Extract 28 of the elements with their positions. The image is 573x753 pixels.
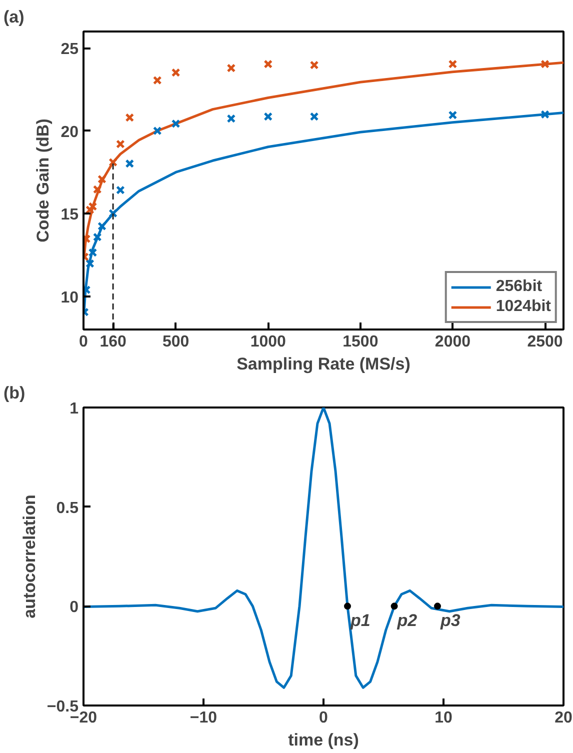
x-tick-label: 2000	[434, 334, 471, 350]
y-axis-title: autocorrelation	[20, 494, 39, 618]
y-tick-label: 10	[60, 289, 79, 306]
x-tick-label: 160	[100, 334, 126, 350]
legend-label: 256bit	[496, 278, 542, 296]
x-axis-title: time (ns)	[288, 730, 359, 750]
x-tick-label: 500	[162, 334, 190, 350]
x-tick-label: 10	[434, 710, 452, 726]
y-tick-label: 20	[60, 124, 79, 141]
y-tick-label: 0.5	[56, 500, 79, 517]
annotation: p1	[350, 611, 370, 630]
x-tick-label: 1500	[342, 334, 378, 350]
annotation: p3	[440, 611, 461, 630]
x-tick-label: 20	[554, 710, 572, 726]
annotation: p2	[396, 611, 418, 630]
y-tick-label: 1	[70, 400, 79, 418]
x-tick-label: 2500	[527, 334, 563, 350]
x-tick-label: 0	[319, 710, 328, 726]
chart-title: (b)	[4, 384, 26, 402]
y-tick-label: 15	[60, 206, 79, 224]
y-axis-title: Code Gain (dB)	[34, 118, 53, 242]
x-tick-label: −10	[190, 710, 218, 726]
y-tick-label: 25	[60, 41, 79, 58]
x-axis-title: Sampling Rate (MS/s)	[236, 354, 410, 374]
x-tick-label: 1000	[250, 334, 286, 350]
y-tick-label: 0	[70, 599, 79, 616]
chart-title: (a)	[4, 8, 24, 26]
legend-label: 1024bit	[496, 298, 551, 316]
